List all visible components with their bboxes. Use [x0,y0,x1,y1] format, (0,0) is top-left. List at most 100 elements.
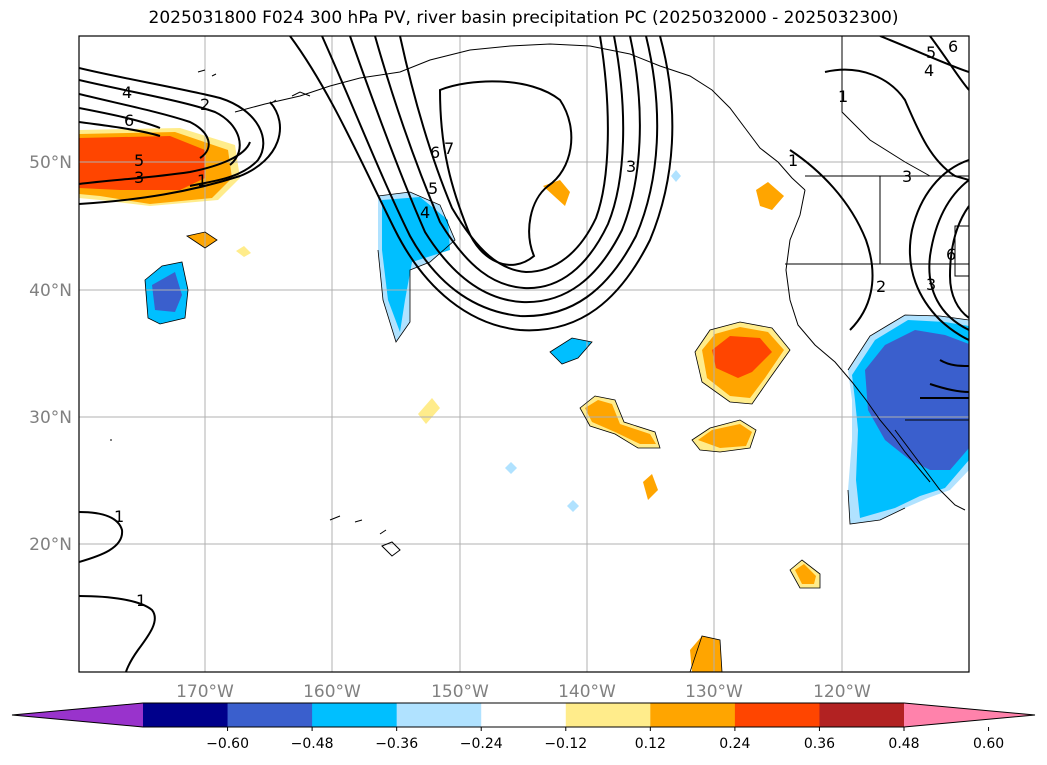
contour-label: 1 [114,507,124,526]
contour-trough-4 [374,36,625,290]
contour-east-2 [929,36,969,91]
contour-label: 1 [197,171,207,190]
lon-label: 120°W [813,682,871,702]
contour-label: 2 [876,277,886,296]
colorbar-tick-label: −0.12 [544,736,587,752]
contour-east-6 [948,205,969,319]
contour-trough-2 [321,36,659,318]
colorbar-tick-label: −0.48 [291,736,334,752]
contour-east-3 [879,36,969,73]
colorbar-extend-low [12,703,143,727]
contour-label: 4 [420,203,430,222]
contour-nw-4 [79,107,161,129]
lat-label: 30°N [29,408,72,428]
colorbar: −0.60 −0.48 −0.36 −0.24 −0.12 0.12 0.24 0.36 0.4… [11,702,1036,752]
contour-label: 5 [926,43,936,62]
alaska-coast [234,43,806,191]
colorbar-tick-label: 0.36 [804,736,835,752]
box-east [954,225,969,277]
fill-blue-streak-core [382,197,450,332]
colorbar-tick-label: −0.24 [460,736,503,752]
fill-blue-blob-west-core [152,272,182,312]
fill-spot-e [643,474,658,500]
contour-label: 6 [124,111,134,130]
longitude-labels: 170°W 160°W 150°W 140°W 130°W 120°W [176,682,871,702]
contour-sw-1 [79,511,124,563]
contour-label: 7 [444,139,454,158]
contour-trough-1 [289,36,674,332]
contour-east-5 [928,179,969,331]
contour-label: 3 [926,275,936,294]
contour-east-4 [908,159,969,341]
lon-label: 130°W [685,682,743,702]
map-title: 2025031800 F024 300 hPa PV, river basin … [148,8,899,28]
fill-spot-g [567,500,579,512]
coastlines [110,36,969,557]
contour-nw-6 [79,141,251,185]
contour-label: 3 [134,168,144,187]
contour-label: 6 [946,245,956,264]
contour-nw-1 [79,67,265,187]
colorbar-tick-label: 0.12 [635,736,666,752]
contour-closed [438,80,573,266]
fill-spot-a [187,232,217,248]
fill-red-blob [712,336,772,378]
lat-label: 40°N [29,281,72,301]
map-frame [78,35,970,673]
contour-nw-3 [79,93,210,159]
fill-spot-b [236,246,251,257]
contour-label: 1 [136,591,146,610]
lon-label: 160°W [303,682,361,702]
fill-coast-core [865,330,969,470]
colorbar-segment [650,703,736,727]
contour-label: 3 [902,167,912,186]
contour-label: 5 [134,151,144,170]
map-plot-area [79,36,969,672]
colorbar-segment [734,703,820,727]
contour-east-10 [789,149,874,331]
colorbar-tick-label: 0.48 [888,736,919,752]
colorbar-tick-label: −0.60 [206,736,249,752]
fill-nw-band-high [79,136,205,190]
lon-label: 170°W [176,682,234,702]
colorbar-segment [396,703,482,727]
contour-label: 5 [428,179,438,198]
fill-orange-130-core [698,424,752,448]
fill-spot-h [671,170,681,182]
colorbar-outline [11,702,1036,728]
colorbar-segment [819,703,905,727]
colorbar-segment [227,703,313,727]
contour-label: 1 [838,87,848,106]
state-line-c [841,36,931,177]
contour-nw-2 [79,79,241,166]
contour-nw-5 [79,121,161,137]
fill-spot-i [756,182,784,210]
colorbar-segment [481,703,567,727]
contour-label: 1 [788,151,798,170]
latitude-labels: 50°N 40°N 30°N 20°N [29,153,72,555]
aleutians [197,69,311,105]
colorbar-segment [312,703,398,727]
pv-contours [79,36,969,672]
contour-label: 6 [430,143,440,162]
gridlines [79,36,969,672]
colorbar-extend-high [904,703,1035,727]
contour-nw-7 [79,101,281,205]
hawaii [329,515,401,557]
lat-label: 50°N [29,153,72,173]
contour-east-7 [939,359,969,367]
colorbar-segment [565,703,651,727]
na-west-coast [785,189,931,483]
colorbar-tick-label: 0.60 [973,736,1004,752]
lon-label: 140°W [558,682,616,702]
fill-spot-f [505,462,517,474]
contour-sw-2 [79,595,156,672]
fill-spot-c [543,180,570,206]
contour-east-1 [824,68,969,181]
contour-label: 4 [122,83,132,102]
baja [894,429,966,511]
contour-east-8 [929,383,969,393]
contour-label: 2 [200,95,210,114]
contour-label: 6 [948,37,958,56]
